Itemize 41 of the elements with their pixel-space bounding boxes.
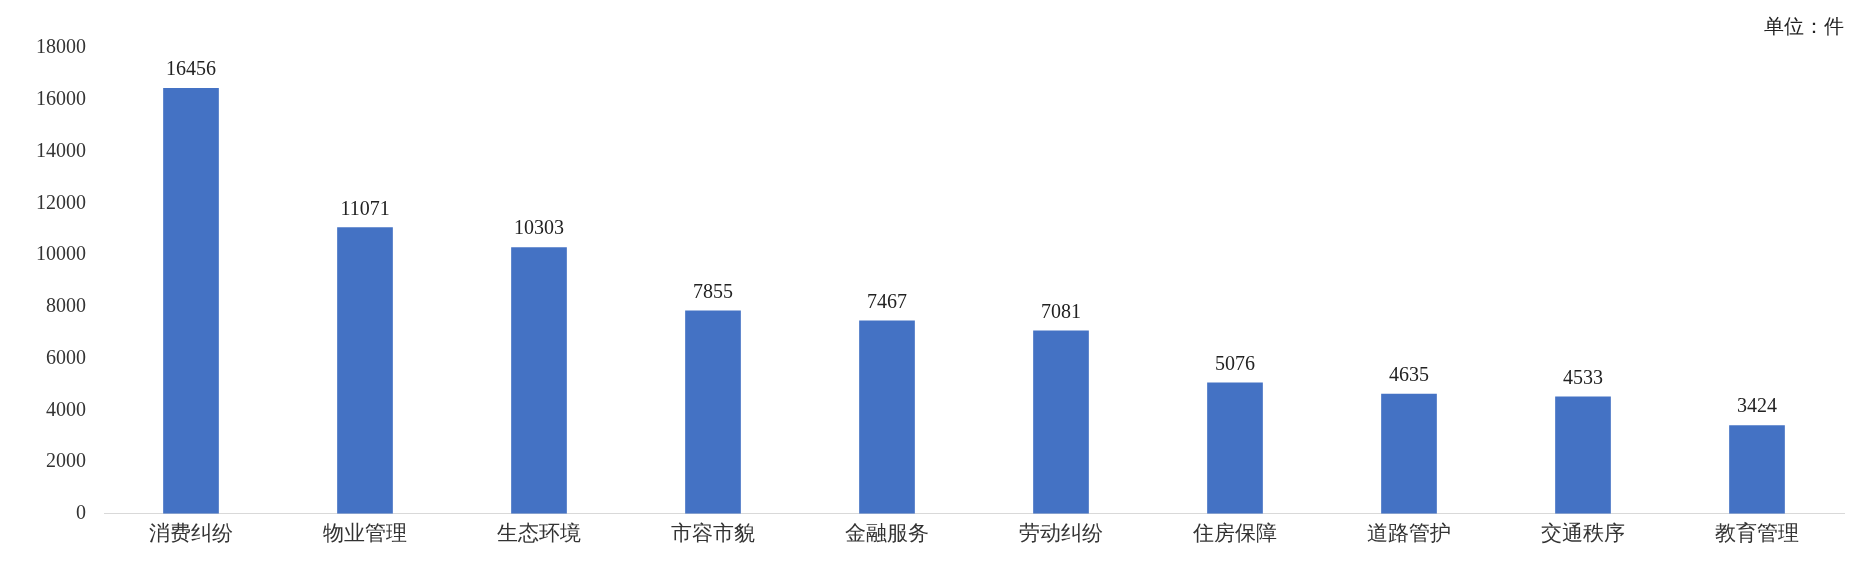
x-tick-label: 金融服务 [845, 520, 929, 545]
bar [337, 227, 393, 514]
bar [1033, 330, 1089, 514]
y-tick-label: 4000 [46, 397, 86, 420]
bar [685, 310, 741, 514]
y-tick-label: 14000 [36, 138, 86, 161]
bar [163, 87, 219, 514]
data-label: 4533 [1563, 365, 1603, 388]
data-label: 4635 [1389, 363, 1429, 386]
x-tick-label: 消费纠纷 [149, 520, 233, 545]
x-tick-label: 劳动纠纷 [1019, 520, 1103, 545]
x-tick-label: 住房保障 [1192, 520, 1277, 545]
data-label: 10303 [514, 216, 564, 239]
y-tick-label: 8000 [46, 294, 86, 317]
y-tick-label: 6000 [46, 345, 86, 368]
data-label: 3424 [1737, 394, 1777, 417]
y-tick-label: 2000 [46, 449, 86, 472]
bar [1555, 396, 1611, 514]
data-label: 5076 [1215, 351, 1255, 374]
y-tick-label: 18000 [36, 35, 86, 58]
x-tick-label: 道路管护 [1367, 520, 1451, 545]
bar [1381, 393, 1437, 514]
data-label: 16456 [166, 57, 216, 80]
y-tick-label: 12000 [36, 190, 86, 213]
y-tick-label: 16000 [36, 87, 86, 110]
data-label: 7855 [693, 279, 733, 302]
bar [511, 247, 567, 514]
bar [859, 320, 915, 514]
bar [1207, 382, 1263, 514]
bar [1729, 425, 1785, 514]
data-label: 7081 [1041, 299, 1081, 322]
x-tick-label: 交通秩序 [1541, 520, 1625, 545]
data-label: 11071 [340, 196, 390, 219]
x-tick-label: 市容市貌 [671, 520, 755, 545]
x-tick-label: 生态环境 [497, 520, 581, 545]
y-tick-label: 10000 [36, 242, 86, 265]
y-tick-label: 0 [76, 501, 86, 524]
x-tick-label: 物业管理 [323, 520, 407, 545]
data-label: 7467 [867, 289, 907, 312]
text: 单位：件 [1764, 15, 1844, 38]
x-tick-label: 教育管理 [1715, 520, 1799, 545]
